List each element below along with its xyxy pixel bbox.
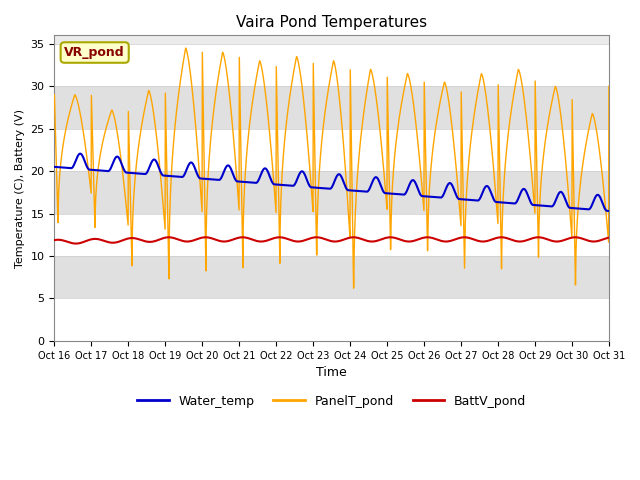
Bar	[54, 214, 609, 256]
Bar	[54, 44, 609, 86]
Title: Vaira Pond Temperatures: Vaira Pond Temperatures	[236, 15, 428, 30]
Bar	[54, 299, 609, 341]
X-axis label: Time: Time	[316, 366, 347, 379]
Bar	[54, 256, 609, 299]
Bar	[54, 171, 609, 214]
Text: VR_pond: VR_pond	[65, 46, 125, 59]
Y-axis label: Temperature (C), Battery (V): Temperature (C), Battery (V)	[15, 108, 25, 267]
Legend: Water_temp, PanelT_pond, BattV_pond: Water_temp, PanelT_pond, BattV_pond	[132, 390, 531, 413]
Bar	[54, 86, 609, 129]
Bar	[54, 129, 609, 171]
